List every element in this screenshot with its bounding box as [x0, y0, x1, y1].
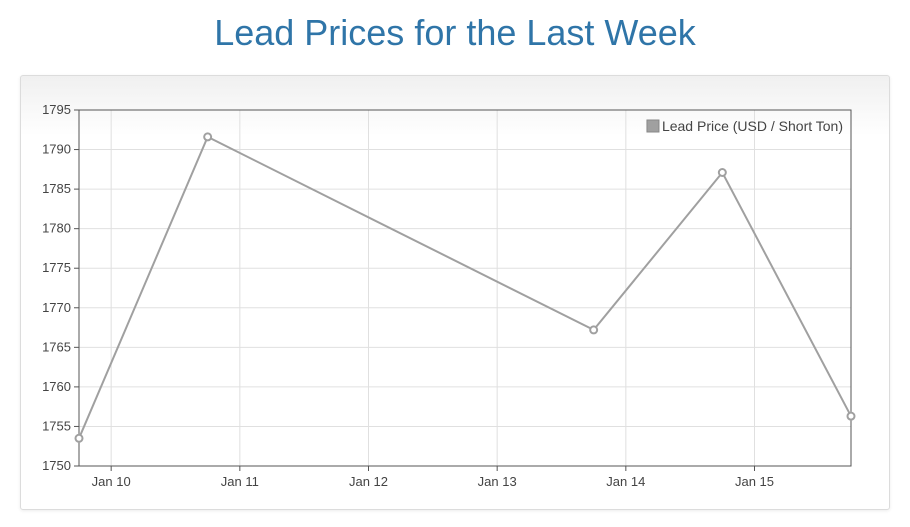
plot-border [78, 109, 852, 467]
data-point[interactable] [203, 132, 213, 142]
y-tick-label: 1790 [42, 142, 71, 157]
y-tick-label: 1760 [42, 379, 71, 394]
y-tick-label: 1765 [42, 339, 71, 354]
x-tick-label: Jan 14 [606, 474, 645, 489]
y-tick-label: 1770 [42, 300, 71, 315]
x-tick-label: Jan 11 [221, 474, 259, 489]
series-line [78, 135, 852, 439]
y-tick-label: 1750 [42, 458, 71, 473]
data-point[interactable] [846, 411, 856, 421]
chart-panel: 1750 1755 1760 1765 1770 1775 1780 1785 1790 1795… [20, 75, 890, 510]
y-tick-label: 1795 [42, 102, 71, 117]
y-tick-label: 1775 [42, 260, 71, 275]
legend[interactable]: Lead Price (USD / Short Ton) [646, 118, 843, 134]
y-tick-label: 1785 [42, 181, 71, 196]
data-point[interactable] [717, 167, 727, 177]
series-lines [78, 135, 852, 439]
data-point[interactable] [74, 433, 84, 443]
y-tick-label: 1780 [42, 221, 71, 236]
axes [74, 109, 852, 471]
grid-lines [79, 109, 851, 467]
legend-swatch [646, 119, 660, 133]
data-points [74, 132, 856, 443]
tick-labels: 1750 1755 1760 1765 1770 1775 1780 1785 1790 1795… [42, 102, 774, 489]
y-tick-label: 1755 [42, 418, 71, 433]
legend-label: Lead Price (USD / Short Ton) [662, 118, 843, 134]
x-tick-label: Jan 12 [349, 474, 388, 489]
page-title: Lead Prices for the Last Week [214, 12, 696, 53]
data-point[interactable] [589, 325, 599, 335]
x-tick-label: Jan 10 [92, 474, 131, 489]
line-chart: 1750 1755 1760 1765 1770 1775 1780 1785 1790 1795… [42, 102, 856, 489]
x-tick-label: Jan 13 [478, 474, 517, 489]
x-tick-label: Jan 15 [735, 474, 774, 489]
